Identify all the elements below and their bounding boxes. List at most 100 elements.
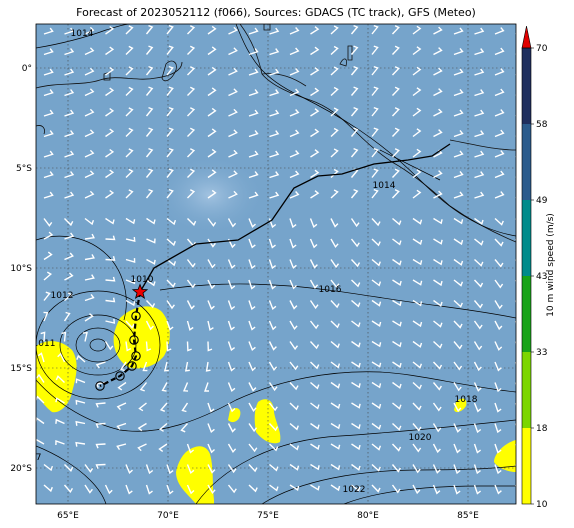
wind-barb bbox=[494, 341, 503, 351]
wind-barb bbox=[330, 279, 340, 289]
colorbar-segment bbox=[522, 428, 531, 504]
wind-barb bbox=[228, 129, 238, 138]
forecast-position-marker bbox=[131, 351, 141, 361]
wind-barb bbox=[84, 313, 94, 322]
wind-barb bbox=[269, 443, 279, 452]
wind-barb bbox=[371, 340, 382, 348]
wind-barb bbox=[269, 484, 279, 492]
wind-barb bbox=[330, 107, 339, 117]
wind-barb bbox=[248, 238, 256, 249]
wind-barb bbox=[95, 463, 106, 469]
wind-barb bbox=[453, 109, 464, 117]
wind-barb bbox=[310, 402, 320, 410]
wind-barb bbox=[269, 89, 280, 97]
wind-barb bbox=[187, 86, 196, 96]
wind-barb bbox=[289, 47, 300, 56]
observed-track-line bbox=[139, 143, 451, 293]
wind-barb bbox=[142, 361, 148, 372]
wind-barb bbox=[82, 331, 88, 342]
wind-barb bbox=[64, 130, 75, 138]
wind-barb bbox=[289, 238, 297, 249]
wind-barb bbox=[43, 311, 49, 322]
wind-barb bbox=[248, 68, 259, 76]
wind-barb bbox=[494, 259, 504, 268]
wind-barb bbox=[330, 484, 341, 492]
wind-barb bbox=[289, 191, 300, 199]
wind-barb bbox=[289, 150, 300, 158]
wind-barb bbox=[494, 279, 504, 289]
wind-barb bbox=[207, 87, 217, 97]
wind-barb bbox=[309, 218, 318, 229]
wind-barb bbox=[474, 171, 485, 179]
wind-barb bbox=[95, 361, 106, 369]
wind-barb bbox=[494, 361, 502, 372]
wind-barb bbox=[186, 279, 196, 289]
wind-barb bbox=[453, 191, 464, 199]
wind-barb bbox=[514, 341, 516, 345]
wind-barb bbox=[55, 440, 65, 446]
wind-barb bbox=[350, 106, 359, 117]
wind-barb bbox=[433, 217, 443, 225]
wind-barb bbox=[330, 127, 339, 138]
wind-barb bbox=[228, 108, 238, 117]
wind-barb bbox=[412, 107, 422, 117]
wind-barb bbox=[453, 423, 462, 433]
wind-barb bbox=[494, 320, 503, 331]
wind-barb bbox=[391, 168, 400, 178]
wind-barb bbox=[125, 320, 135, 329]
wind-barb bbox=[105, 217, 115, 225]
forecast-position-marker bbox=[129, 335, 139, 345]
wind-barb bbox=[139, 382, 148, 392]
wind-barb bbox=[57, 352, 66, 363]
wind-barb bbox=[207, 402, 215, 413]
wind-speed-shading bbox=[155, 155, 265, 235]
wind-barb bbox=[350, 259, 361, 268]
wind-barb bbox=[84, 233, 95, 240]
wind-barb bbox=[116, 443, 127, 450]
isobar-label: 1022 bbox=[343, 485, 366, 495]
wind-barb bbox=[43, 231, 54, 240]
wind-barb bbox=[248, 191, 259, 199]
wind-barb bbox=[494, 129, 505, 138]
wind-barb bbox=[432, 464, 441, 474]
wind-barb bbox=[474, 109, 485, 117]
wind-barb bbox=[494, 423, 502, 434]
wind-barb bbox=[474, 150, 485, 158]
wind-barb bbox=[330, 45, 339, 56]
wind-barb bbox=[146, 217, 156, 225]
wind-barb bbox=[433, 47, 443, 56]
wind-barb bbox=[453, 382, 462, 392]
wind-barb bbox=[391, 464, 401, 473]
wind-barb bbox=[146, 279, 156, 287]
wind-barb bbox=[494, 47, 505, 56]
wind-barb bbox=[125, 107, 134, 117]
wind-barb bbox=[514, 423, 516, 427]
wind-barb bbox=[371, 65, 379, 76]
wind-barb bbox=[227, 218, 237, 228]
wind-barb bbox=[432, 402, 442, 412]
wind-barb bbox=[248, 218, 256, 228]
wind-barb bbox=[248, 279, 256, 290]
wind-barb bbox=[55, 418, 65, 425]
wind-barb bbox=[371, 279, 382, 287]
wind-barb bbox=[64, 48, 75, 56]
wind-barb bbox=[186, 443, 195, 454]
wind-barb bbox=[412, 169, 422, 179]
wind-barb bbox=[412, 381, 422, 390]
map-title: Forecast of 2023052112 (f066), Sources: … bbox=[76, 6, 476, 19]
wind-barb bbox=[55, 397, 65, 404]
wind-barb bbox=[330, 443, 341, 450]
wind-barb bbox=[84, 149, 95, 158]
wind-barb bbox=[269, 150, 280, 158]
wind-barb bbox=[268, 423, 279, 432]
wind-barb bbox=[105, 276, 116, 282]
colorbar-segment bbox=[522, 352, 531, 428]
wind-barb bbox=[453, 170, 464, 179]
wind-barb bbox=[158, 443, 168, 452]
wind-barb bbox=[514, 402, 516, 407]
wind-barb bbox=[125, 127, 134, 137]
wind-barb bbox=[227, 423, 236, 433]
wind-barb bbox=[187, 45, 196, 55]
wind-barb bbox=[289, 109, 300, 117]
wind-barb bbox=[119, 361, 127, 372]
